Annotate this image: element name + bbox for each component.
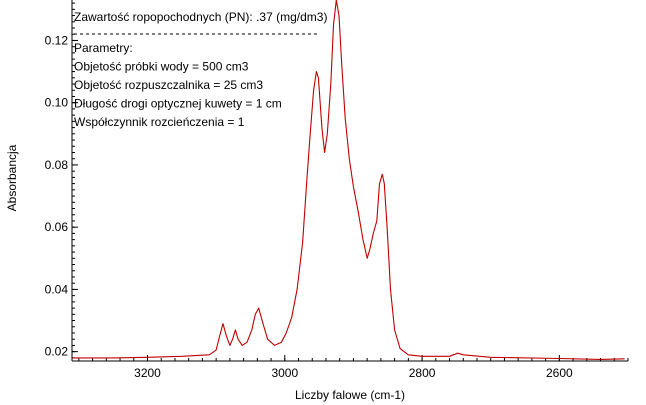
ticks-layer: 0.02 0.04 0.06 0.08 0.10 0.12 3200 3000 2800 2600 bbox=[45, 2, 629, 380]
y-tick-label: 0.02 bbox=[45, 345, 69, 359]
annotation-line: Objetość rozpuszczalnika = 25 cm3 bbox=[74, 78, 263, 92]
annotation-line: Objetość próbki wody = 500 cm3 bbox=[74, 60, 249, 74]
x-tick-label: 3000 bbox=[271, 366, 298, 380]
y-tick-label: 0.06 bbox=[45, 220, 69, 234]
axis-layer bbox=[71, 0, 628, 362]
y-axis-title: Absorbancja bbox=[5, 144, 19, 211]
y-tick-label: 0.12 bbox=[45, 33, 69, 47]
x-tick-label: 2800 bbox=[409, 366, 436, 380]
x-tick-label: 3200 bbox=[134, 366, 161, 380]
annotation-header: Zawartość ropopochodnych (PN): .37 (mg/d… bbox=[74, 10, 327, 24]
annotation-line: Długość drogi optycznej kuwety = 1 cm bbox=[74, 97, 282, 111]
x-tick-label: 2600 bbox=[546, 366, 573, 380]
x-axis-title: Liczby falowe (cm-1) bbox=[295, 388, 405, 402]
annotation-line: Współczynnik rozcieńczenia = 1 bbox=[74, 115, 245, 129]
annotation-line: Parametry: bbox=[74, 41, 133, 55]
y-tick-label: 0.04 bbox=[45, 282, 69, 296]
line-layer bbox=[72, 0, 625, 360]
annotation-box: Zawartość ropopochodnych (PN): .37 (mg/d… bbox=[74, 10, 327, 129]
y-tick-label: 0.08 bbox=[45, 158, 69, 172]
y-tick-label: 0.10 bbox=[45, 96, 69, 110]
spectrum-line bbox=[72, 0, 625, 360]
